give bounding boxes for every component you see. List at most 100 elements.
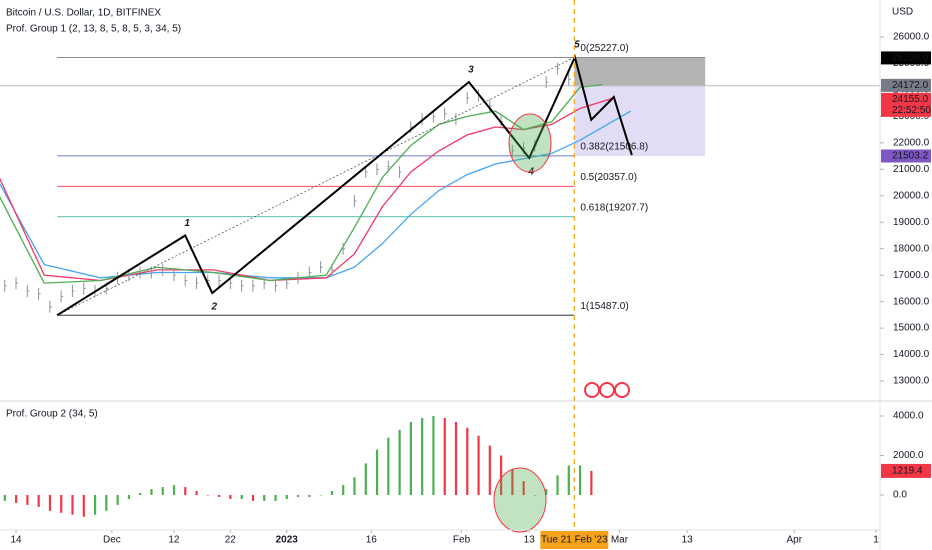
price-tag [881,51,931,65]
wave-label: 1 [184,218,190,229]
histogram-bar [229,495,232,499]
histogram-bar [330,491,334,496]
price-bar [184,274,188,287]
histogram-bar [545,489,548,496]
price-bar [455,113,458,126]
y-tick-label: 19000.0 [893,217,930,228]
price-bar [241,279,244,292]
price-bar [195,277,199,290]
histogram-bar [263,495,266,501]
chart-title: Bitcoin / U.S. Dollar, 1D, BITFINEX [6,8,161,19]
histogram-bar [567,465,570,496]
x-tick-label: Feb [453,535,471,546]
histogram-bar [477,435,480,496]
histogram-bar [206,495,209,496]
axis-unit: USD [892,7,913,18]
price-bar [568,73,571,86]
highlight-ellipse [508,113,552,173]
last-value-label: 1219.4 [892,466,923,477]
price-tag [881,149,931,163]
histogram-bar [3,495,6,501]
price-bar [286,277,289,290]
price-bar [139,266,143,279]
price-bar [331,263,334,276]
histogram-bar [161,487,164,496]
histogram-bar [533,495,537,496]
price-bar [320,261,323,274]
price-tag-label: 21503.2 [892,151,929,162]
countdown-label: 22:52:50 [892,105,931,116]
price-bar [545,75,549,88]
histogram-bar [60,495,63,513]
highlight-ellipse [493,467,547,533]
y-tick-label: 4000.0 [893,411,924,422]
histogram-bar [116,495,119,505]
histogram-bar [500,455,503,496]
y-tick-label: 13000.0 [893,376,930,387]
histogram-bar [184,487,187,496]
wave-line [56,54,633,317]
x-tick-label: 13 [524,535,536,546]
price-bar [274,279,278,292]
histogram-bar [37,495,40,507]
fib-label: 1(15487.0) [580,301,628,312]
price-bar [297,271,300,284]
histogram-bar [251,495,255,501]
histogram-bar [240,495,243,499]
price-tag [881,92,931,117]
histogram-bar [285,495,288,499]
histogram-bar [150,489,153,496]
price-tag [881,78,931,92]
histogram-bar [387,437,390,496]
histogram-bar [375,449,379,496]
price-bar [60,290,64,303]
histogram-bar [398,429,401,496]
plot: 0(25227.0) 0.382(21506.8) 0.5(20357.0) 0.61… [0,40,880,517]
price-bar [26,285,30,298]
histogram-bar [308,495,311,497]
histogram-bar [172,485,176,496]
price-bar [353,195,357,208]
price-bar [308,266,312,279]
price-tag-label: 25209.0 [892,53,929,64]
histogram-bar [342,485,345,496]
zone [574,85,706,156]
x-tick-label: 13 [682,535,694,546]
x-tick-label: 1 [873,535,879,546]
fib-label: 0.5(20357.0) [580,172,637,183]
histogram-bar [364,463,367,496]
price-bar [49,300,52,313]
x-tick-label: 12 [168,535,180,546]
price-bar [511,144,515,157]
price-bar [387,160,391,173]
price-bar [466,91,470,104]
y-tick-label: 18000.0 [893,243,930,254]
x-tick-label: Dec [103,535,121,546]
histogram-bar [15,495,18,503]
price-bar [162,263,165,276]
x-tick-label: 16 [366,535,378,546]
histogram-bar [578,465,582,496]
histogram-bar [409,421,412,496]
y-tick-label: 17000.0 [893,270,930,281]
histogram-bar [93,495,97,515]
wave-label: 2 [210,302,217,313]
histogram-bar [319,495,322,496]
cursor-label: Tue 21 Feb '23 [541,535,608,546]
ma-line [0,110,632,279]
price-bar [376,163,379,176]
histogram-bar [274,495,277,501]
y-tick-label: 15000.0 [893,323,930,334]
trend-line [57,56,576,316]
wave-label: 5 [574,40,580,51]
histogram-bar [127,495,131,499]
indicator-title: Prof. Group 2 (34, 5) [6,409,98,420]
price-bar [444,107,447,120]
x-tick-label: Mar [611,535,629,546]
price-bar [4,279,7,292]
price-bar [38,287,41,300]
histogram-bar [105,495,108,511]
ma-line [0,97,615,282]
